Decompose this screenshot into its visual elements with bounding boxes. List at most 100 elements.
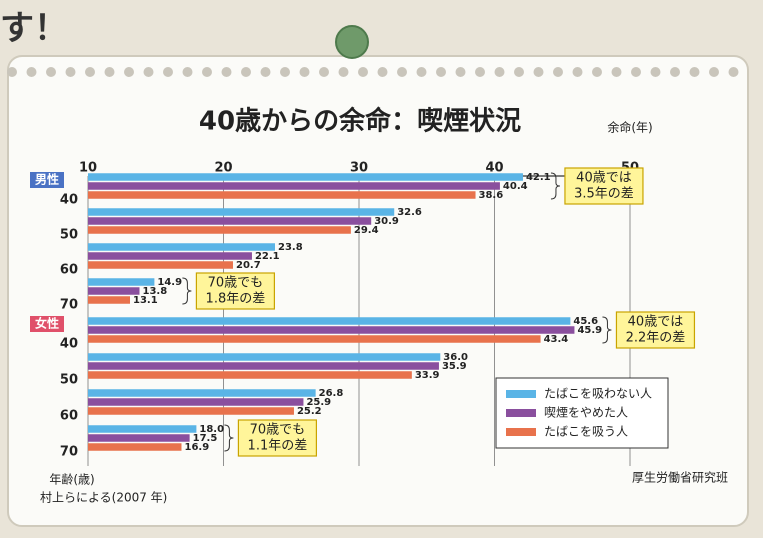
hole <box>202 67 212 77</box>
value-label: 45.9 <box>577 325 602 336</box>
value-label: 40.4 <box>503 181 528 192</box>
y-tick-label: 70 <box>60 445 78 460</box>
hole <box>66 67 76 77</box>
annotation-text: 1.8年の差 <box>206 292 266 307</box>
y-axis-label: 年齢(歳) <box>49 472 94 487</box>
hole <box>651 67 661 77</box>
bar <box>88 182 500 190</box>
bar <box>88 326 574 334</box>
value-label: 35.9 <box>442 361 467 372</box>
bar <box>88 252 252 260</box>
hole <box>456 67 466 77</box>
value-label: 13.1 <box>133 295 158 306</box>
hole <box>690 67 700 77</box>
hole <box>261 67 271 77</box>
legend-label: たばこを吸う人 <box>544 425 628 439</box>
y-tick-label: 50 <box>60 228 78 243</box>
y-tick-label: 40 <box>60 337 78 352</box>
annotation-text: 70歳でも <box>208 276 264 291</box>
annotation-text: 1.1年の差 <box>248 439 308 454</box>
hole <box>514 67 524 77</box>
hole <box>319 67 329 77</box>
hole <box>631 67 641 77</box>
bar <box>88 362 439 370</box>
y-tick-label: 60 <box>60 263 78 278</box>
bar <box>88 296 130 304</box>
chart-title: 40歳からの余命：喫煙状況 <box>199 106 521 137</box>
hole <box>378 67 388 77</box>
y-tick-label: 40 <box>60 193 78 208</box>
hole <box>105 67 115 77</box>
bar <box>88 335 541 343</box>
hole <box>729 67 739 77</box>
annotation-text: 2.2年の差 <box>626 331 686 346</box>
bar <box>88 217 371 225</box>
annotation-text: 40歳では <box>628 315 684 330</box>
hole <box>241 67 251 77</box>
source-right: 厚生労働省研究班 <box>632 470 728 485</box>
bar <box>88 443 181 451</box>
hole <box>163 67 173 77</box>
bar <box>88 173 523 181</box>
bar <box>88 317 570 325</box>
bar <box>88 389 316 397</box>
bar <box>88 208 394 216</box>
hole <box>222 67 232 77</box>
bar <box>88 243 275 251</box>
hole <box>358 67 368 77</box>
hole <box>27 67 37 77</box>
bar <box>88 261 233 269</box>
value-label: 43.4 <box>544 334 569 345</box>
value-label: 20.7 <box>236 260 261 271</box>
hole <box>534 67 544 77</box>
value-label: 38.6 <box>479 190 504 201</box>
bar <box>88 398 303 406</box>
hole <box>183 67 193 77</box>
bar <box>88 278 154 286</box>
bar <box>88 287 139 295</box>
pin <box>336 26 368 58</box>
hole <box>339 67 349 77</box>
hole <box>475 67 485 77</box>
hole <box>397 67 407 77</box>
chart: す！ 40歳からの余命：喫煙状況 余命(年) 年齢(歳) 村上らによる(2007… <box>0 0 763 534</box>
hole <box>417 67 427 77</box>
value-label: 25.2 <box>297 406 322 417</box>
value-label: 42.1 <box>526 172 551 183</box>
x-axis-label: 余命(年) <box>607 120 652 135</box>
hole <box>144 67 154 77</box>
hole <box>300 67 310 77</box>
value-label: 23.8 <box>278 242 303 253</box>
y-tick-label: 70 <box>60 298 78 313</box>
header-fragment: す！ <box>0 9 68 49</box>
legend-swatch <box>506 409 536 417</box>
value-label: 29.4 <box>354 225 379 236</box>
legend-swatch <box>506 428 536 436</box>
group-label: 女性 <box>35 316 59 331</box>
bar <box>88 226 351 234</box>
hole <box>495 67 505 77</box>
value-label: 33.9 <box>415 370 440 381</box>
hole <box>670 67 680 77</box>
hole <box>85 67 95 77</box>
legend-label: 喫煙をやめた人 <box>544 406 628 420</box>
value-label: 16.9 <box>184 442 209 453</box>
y-tick-label: 60 <box>60 409 78 424</box>
bar <box>88 371 412 379</box>
annotation-text: 70歳でも <box>250 423 306 438</box>
y-tick-label: 50 <box>60 373 78 388</box>
source-left: 村上らによる(2007 年) <box>40 491 167 505</box>
annotation-text: 3.5年の差 <box>574 187 634 202</box>
legend-label: たばこを吸わない人 <box>544 387 652 401</box>
value-label: 32.6 <box>397 207 422 218</box>
hole <box>280 67 290 77</box>
bar <box>88 191 476 199</box>
hole <box>612 67 622 77</box>
bar <box>88 434 190 442</box>
bar <box>88 425 196 433</box>
hole <box>436 67 446 77</box>
hole <box>553 67 563 77</box>
hole <box>46 67 56 77</box>
hole <box>709 67 719 77</box>
hole <box>573 67 583 77</box>
